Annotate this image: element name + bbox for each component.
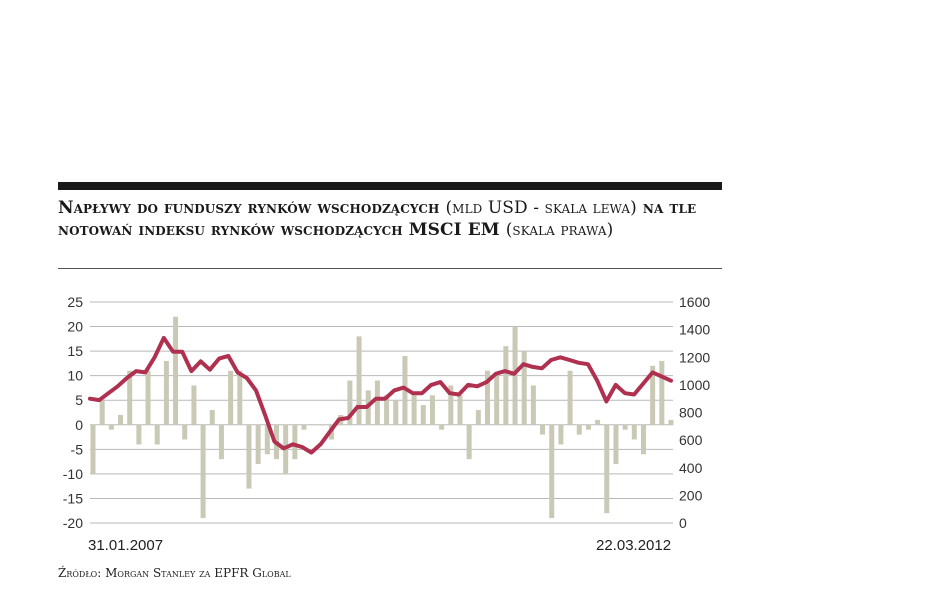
inflow-bar: [485, 370, 491, 425]
inflow-bar: [613, 424, 619, 465]
inflow-bar: [393, 400, 399, 425]
inflow-bar: [228, 370, 234, 425]
inflow-bar: [310, 424, 316, 426]
inflow-bar: [411, 395, 417, 425]
inflow-bar: [439, 424, 445, 430]
y-right-tick-label: 1000: [679, 377, 710, 393]
y-right-tick-label: 200: [679, 487, 703, 503]
y-left-tick-label: 20: [67, 319, 83, 335]
inflow-bar: [136, 424, 142, 445]
y-left-tick-label: -15: [63, 490, 83, 506]
chart-area: 25 20 15 10 5 0 -5 -10 -15 -20 1600 1400 1200 1000 800…: [63, 294, 711, 531]
inflow-bar: [457, 395, 463, 425]
y-left-tick-label: 0: [75, 417, 83, 433]
y-left-tick-label: -20: [63, 515, 83, 531]
inflow-bar: [659, 360, 665, 425]
inflow-bar: [108, 424, 114, 430]
inflow-bar: [99, 400, 105, 425]
inflow-bar: [255, 424, 261, 465]
inflow-bar: [475, 410, 481, 425]
y-left-tick-label: -5: [71, 441, 84, 457]
inflow-bar: [319, 424, 325, 426]
inflow-bar: [182, 424, 188, 440]
inflow-bar: [374, 380, 380, 425]
y-left-tick-label: 5: [75, 392, 83, 408]
inflow-bar: [191, 385, 197, 425]
inflow-bar: [118, 414, 124, 425]
y-right-tick-label: 600: [679, 432, 703, 448]
y-right-tick-label: 800: [679, 405, 703, 421]
inflow-bar: [429, 395, 435, 425]
y-left-tick-label: 15: [67, 343, 83, 359]
inflow-bar: [384, 395, 390, 425]
top-rule: [58, 182, 722, 190]
inflow-bar: [540, 424, 546, 435]
inflow-bar: [127, 370, 133, 425]
inflow-bar: [549, 424, 555, 519]
inflow-bar: [558, 424, 564, 445]
inflow-bar: [521, 351, 527, 425]
inflow-bar: [576, 424, 582, 435]
inflow-bar: [512, 326, 518, 425]
title-rule: [58, 268, 722, 269]
inflow-bar: [622, 424, 628, 430]
inflow-bar: [173, 316, 179, 425]
title-part-1: Napływy do funduszy rynków wschodzących: [58, 198, 440, 218]
inflow-bar: [218, 424, 224, 460]
inflow-bar: [246, 424, 252, 489]
inflow-bar: [264, 424, 270, 455]
x-start-label: 31.01.2007: [88, 537, 164, 554]
y-right-tick-label: 400: [679, 460, 703, 476]
source-note: Źródło: Morgan Stanley za EPFR Global: [58, 566, 291, 580]
inflow-bar: [145, 370, 151, 425]
inflow-bar: [567, 370, 573, 425]
inflow-bar: [292, 424, 298, 460]
inflow-bar: [237, 370, 243, 425]
title-part-4: (skala prawa): [505, 220, 614, 240]
inflow-bar: [650, 365, 656, 425]
inflow-bar: [448, 385, 454, 425]
y-right-tick-label: 1400: [679, 322, 710, 338]
inflow-bar: [301, 424, 307, 430]
y-right-tick-label: 1600: [679, 294, 710, 310]
x-end-label: 22.03.2012: [596, 537, 672, 554]
inflow-bar: [154, 424, 160, 445]
inflow-bar: [356, 336, 362, 425]
y-right-tick-label: 0: [679, 515, 687, 531]
title-part-2: (mld USD - skala lewa): [445, 198, 637, 218]
inflow-bar: [466, 424, 472, 460]
inflow-bar: [90, 424, 96, 474]
inflow-bar: [585, 424, 591, 430]
y-left-tick-label: -10: [63, 466, 83, 482]
inflow-bar: [604, 424, 610, 514]
inflow-bar: [503, 346, 509, 425]
inflow-bar: [595, 419, 601, 425]
msci-em-index-line: [88, 335, 673, 455]
inflow-bar: [668, 419, 674, 425]
inflow-bar: [631, 424, 637, 440]
y-right-tick-label: 1200: [679, 349, 710, 365]
inflow-bar: [640, 424, 646, 455]
inflow-bar: [209, 410, 215, 425]
inflow-bar: [420, 405, 426, 425]
y-left-tick-label: 10: [67, 368, 83, 384]
chart-title: Napływy do funduszy rynków wschodzących …: [58, 197, 728, 241]
inflow-bar: [347, 380, 353, 425]
inflow-bar: [494, 375, 500, 425]
y-left-tick-label: 25: [67, 294, 83, 310]
inflow-bar: [200, 424, 206, 519]
title-part-3: na tle notowań indeksu rynków wschodzący…: [58, 198, 697, 240]
inflow-bar: [530, 385, 536, 425]
inflow-bar: [163, 360, 169, 425]
